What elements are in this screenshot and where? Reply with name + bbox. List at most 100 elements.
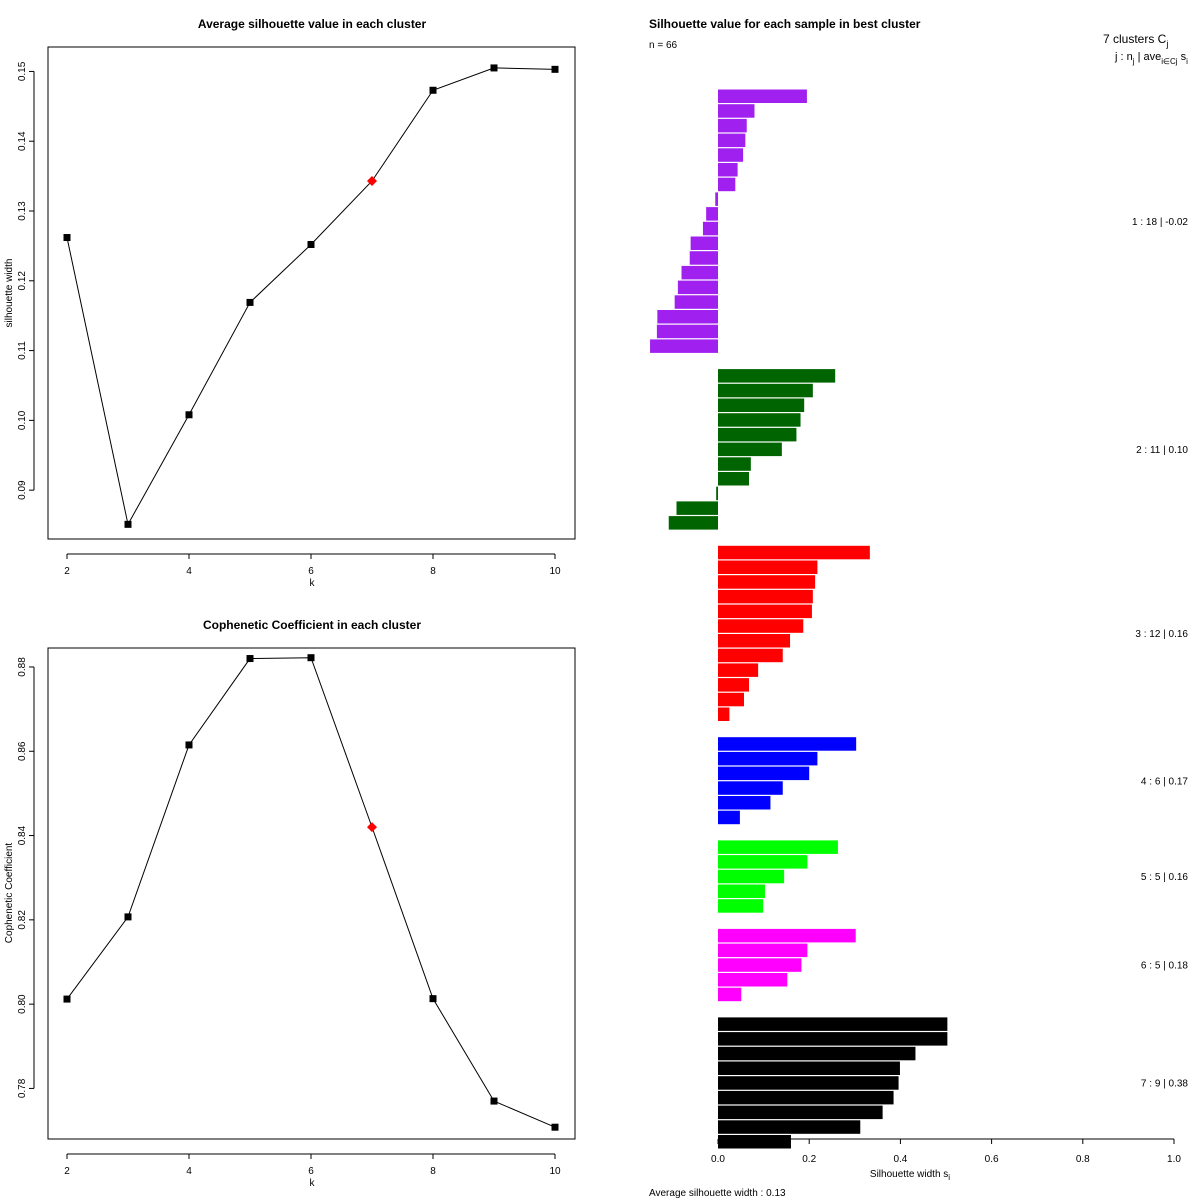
chart3-x-label: Silhouette width si [870,1169,950,1182]
x-tick-label: 10 [549,566,561,577]
silhouette-bar [715,192,718,206]
data-point [551,1123,559,1131]
chart2-y-label: Cophenetic Coefficient [4,843,15,944]
silhouette-bar [677,280,718,295]
silhouette-bar [718,884,765,898]
silhouette-bar [718,899,764,913]
silhouette-bar [718,928,856,943]
silhouette-line-chart: Average silhouette value in each cluster… [4,17,576,589]
x-tick-label: 8 [430,566,436,577]
silhouette-bar [718,560,818,574]
chart1-title: Average silhouette value in each cluster [198,17,427,31]
x-tick-label: 0.2 [802,1154,816,1165]
silhouette-bar [718,943,808,958]
silhouette-bar [718,678,750,692]
silhouette-bar [718,737,857,751]
silhouette-bar [718,545,870,560]
data-point [124,520,132,528]
data-point [551,65,559,73]
silhouette-bar [716,486,718,501]
silhouette-bar [702,221,718,236]
data-point [307,654,315,662]
data-point [307,240,315,248]
chart2-x-label: k [310,1178,316,1189]
silhouette-bar [718,619,804,633]
silhouette-bar [718,707,730,721]
silhouette-bar [718,1135,791,1149]
chart1-plot-frame [47,46,576,540]
highlight-point [367,175,377,186]
data-point [185,411,193,419]
silhouette-bar [718,648,783,663]
silhouette-bar [718,840,838,854]
cluster-label: 7 : 9 | 0.38 [1141,1079,1189,1090]
x-tick-label: 4 [186,566,192,577]
chart1-y-axis: 0.09 0.10 0.11 0.12 0.13 0.14 0.15 [17,61,35,500]
silhouette-bar [718,177,736,192]
silhouette-bar [718,1046,916,1061]
silhouette-bar [718,987,742,1002]
silhouette-bar [718,1120,861,1134]
chart3-n-label: n = 66 [649,40,678,51]
silhouette-bar [718,398,805,412]
chart3-footer: Average silhouette width : 0.13 [649,1188,786,1199]
y-tick-label: 0.09 [17,480,28,500]
y-tick-label: 0.13 [17,201,28,221]
chart2-y-axis: 0.78 0.80 0.82 0.84 0.86 0.88 [17,657,35,1098]
silhouette-bar [718,766,810,781]
silhouette-bar [718,118,747,133]
silhouette-bar [718,1032,948,1046]
y-tick-label: 0.11 [17,341,28,360]
chart3-x-axis: 0.0 0.2 0.4 0.6 0.8 1.0 [711,1138,1181,1165]
x-tick-label: 6 [308,566,314,577]
silhouette-bar [718,148,744,162]
data-point [185,741,193,749]
silhouette-bar [718,413,801,427]
silhouette-bar [650,339,718,353]
silhouette-bar [718,1061,900,1075]
cluster-label: 6 : 5 | 0.18 [1141,961,1189,972]
silhouette-bar [656,324,718,339]
silhouette-bar [718,855,808,869]
chart3-title: Silhouette value for each sample in best… [649,17,921,31]
data-point [429,86,437,94]
silhouette-bar [718,589,813,604]
y-tick-label: 0.14 [17,131,28,151]
chart2-x-axis: 2 4 6 8 10 [64,1153,561,1177]
cophenetic-line-chart: Cophenetic Coefficient in each cluster k… [4,618,576,1189]
x-tick-label: 8 [430,1166,436,1177]
silhouette-bar [718,796,771,810]
data-point [246,298,254,306]
chart3-cluster-labels: 1 : 18 | -0.02 2 : 11 | 0.10 3 : 12 | 0.16… [1132,217,1188,1090]
y-tick-label: 0.78 [17,1078,28,1098]
cluster-label: 2 : 11 | 0.10 [1136,445,1188,456]
chart1-series [63,64,559,528]
data-point [63,995,71,1003]
series-line [66,657,556,1128]
y-tick-label: 0.88 [17,657,28,677]
silhouette-bar [718,133,746,148]
data-point [490,1097,498,1105]
x-tick-label: 2 [64,566,70,577]
chart2-plot-frame [47,647,576,1140]
chart3-header-line1: 7 clusters Cj [1103,32,1168,49]
silhouette-bar [668,516,718,530]
silhouette-bar [718,1105,883,1120]
data-point [429,995,437,1003]
silhouette-bar [689,251,718,265]
silhouette-bar [718,472,750,486]
x-tick-label: 6 [308,1166,314,1177]
silhouette-bar [718,575,816,589]
y-tick-label: 0.80 [17,994,28,1014]
silhouette-bar [718,427,797,442]
silhouette-bar [718,457,751,471]
silhouette-bar [718,1090,894,1105]
x-tick-label: 10 [549,1166,561,1177]
chart2-series [63,654,559,1131]
y-tick-label: 0.86 [17,741,28,761]
silhouette-bar [718,442,782,457]
x-tick-label: 0.6 [985,1154,999,1165]
silhouette-bar [718,973,788,987]
cluster-label: 4 : 6 | 0.17 [1141,776,1189,787]
